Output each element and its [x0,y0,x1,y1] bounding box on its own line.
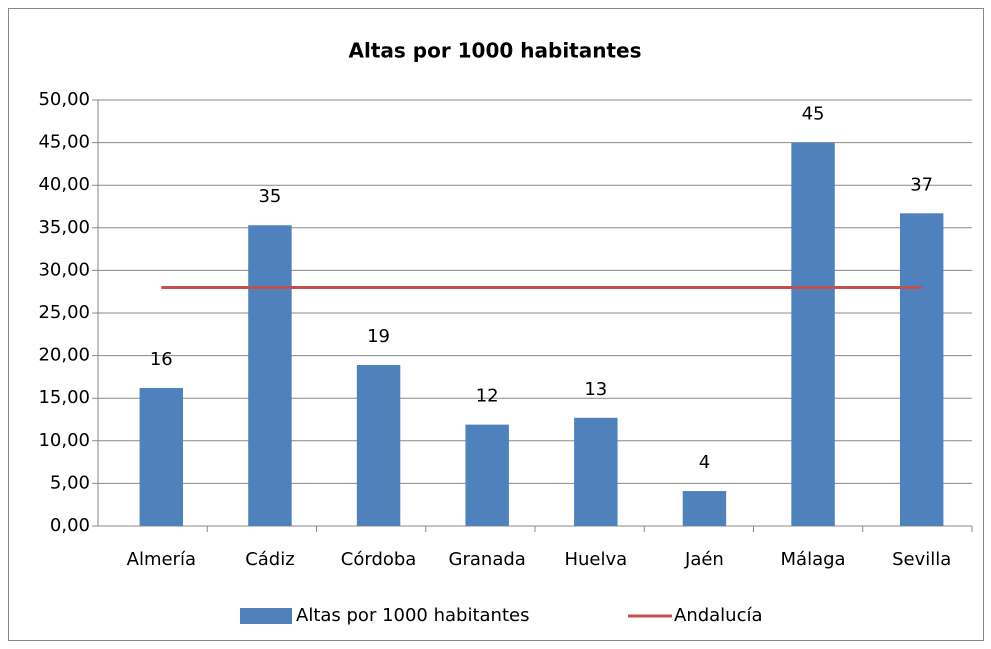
y-tick-label: 35,00 [38,217,90,238]
y-tick-label: 45,00 [38,132,90,153]
bar [465,424,509,526]
data-label: 13 [584,379,607,400]
y-tick-label: 25,00 [38,302,90,323]
legend-label: Altas por 1000 habitantes [296,605,529,626]
legend-label: Andalucía [674,605,763,626]
chart-border [8,8,984,641]
x-tick-label: Córdoba [341,549,417,570]
y-tick-label: 50,00 [38,89,90,110]
x-tick-label: Cádiz [245,549,294,570]
y-tick-label: 15,00 [38,387,90,408]
y-tick-label: 30,00 [38,259,90,280]
x-tick-label: Málaga [781,549,846,570]
bar [791,142,835,526]
bar [574,417,618,526]
data-label: 12 [476,386,499,407]
bar [139,387,184,526]
y-tick-label: 40,00 [38,174,90,195]
bar [899,213,944,527]
y-tick-label: 5,00 [50,472,90,493]
data-label: 19 [367,326,390,347]
data-label: 16 [150,349,173,370]
x-tick-label: Granada [449,549,526,570]
bar [682,491,727,526]
data-label: 37 [910,174,933,195]
y-tick-label: 0,00 [50,515,90,536]
data-label: 45 [802,104,825,125]
x-tick-label: Sevilla [892,549,951,570]
data-label: 35 [258,186,281,207]
bar [248,225,292,526]
data-label: 4 [699,452,710,473]
y-tick-label: 10,00 [38,430,90,451]
x-tick-label: Jaén [684,549,724,570]
x-tick-label: Huelva [564,549,627,570]
chart-title: Altas por 1000 habitantes [349,39,642,63]
bar [356,364,401,526]
legend-swatch [240,608,292,624]
x-tick-label: Almería [127,549,196,570]
y-tick-label: 20,00 [38,345,90,366]
